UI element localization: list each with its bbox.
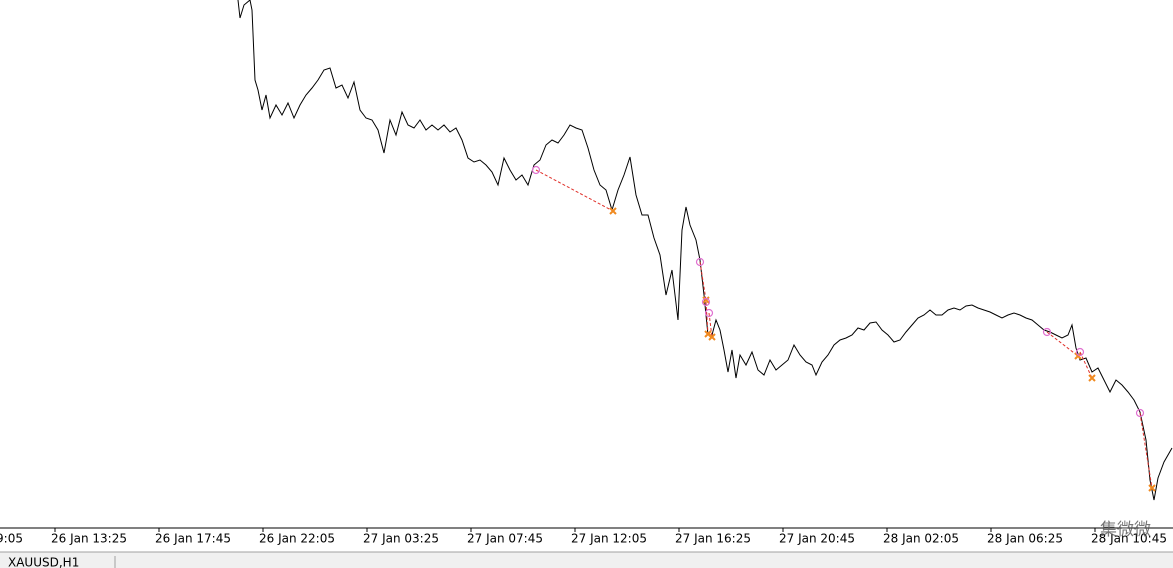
trade-line [1079, 351, 1093, 379]
trade-line [535, 169, 614, 212]
trade-entry [1042, 327, 1052, 337]
x-tick-label: 26 Jan 17:45 [155, 532, 231, 546]
trade-entry [695, 257, 705, 267]
trade-entry [531, 165, 541, 175]
trade-line [1139, 412, 1153, 489]
trade-line [705, 301, 709, 335]
price-line [237, 0, 1173, 501]
trade-exit [1088, 374, 1096, 382]
trade-line [708, 312, 713, 338]
x-tick-label: 26 Jan 13:25 [51, 532, 127, 546]
watermark: 集微微 [1100, 520, 1151, 540]
trade-entry [704, 308, 714, 318]
trade-line [699, 261, 707, 301]
trade-exit [1074, 352, 1082, 360]
chart-tab[interactable]: XAUUSD,H1 [8, 556, 79, 568]
x-tick-label: 27 Jan 12:05 [571, 532, 647, 546]
x-tick-label: 27 Jan 03:25 [363, 532, 439, 546]
trade-exit [1148, 484, 1156, 492]
trade-exit [702, 296, 710, 304]
x-tick-label: 28 Jan 10:45 [1091, 532, 1167, 546]
x-tick-label: 27 Jan 07:45 [467, 532, 543, 546]
x-tick-label: 26 Jan 22:05 [259, 532, 335, 546]
x-tick-label: 27 Jan 16:25 [675, 532, 751, 546]
trade-line [1046, 331, 1079, 357]
trade-exit [708, 333, 716, 341]
trade-entry [1135, 408, 1145, 418]
trade-entry [1075, 347, 1085, 357]
x-tick-label: 28 Jan 06:25 [987, 532, 1063, 546]
trade-entry [701, 297, 711, 307]
x-tick-label: 27 Jan 20:45 [779, 532, 855, 546]
tab-bar [0, 552, 1173, 568]
trade-exit [609, 207, 617, 215]
x-tick-label: 9:05 [0, 532, 23, 546]
x-tick-label: 28 Jan 02:05 [883, 532, 959, 546]
